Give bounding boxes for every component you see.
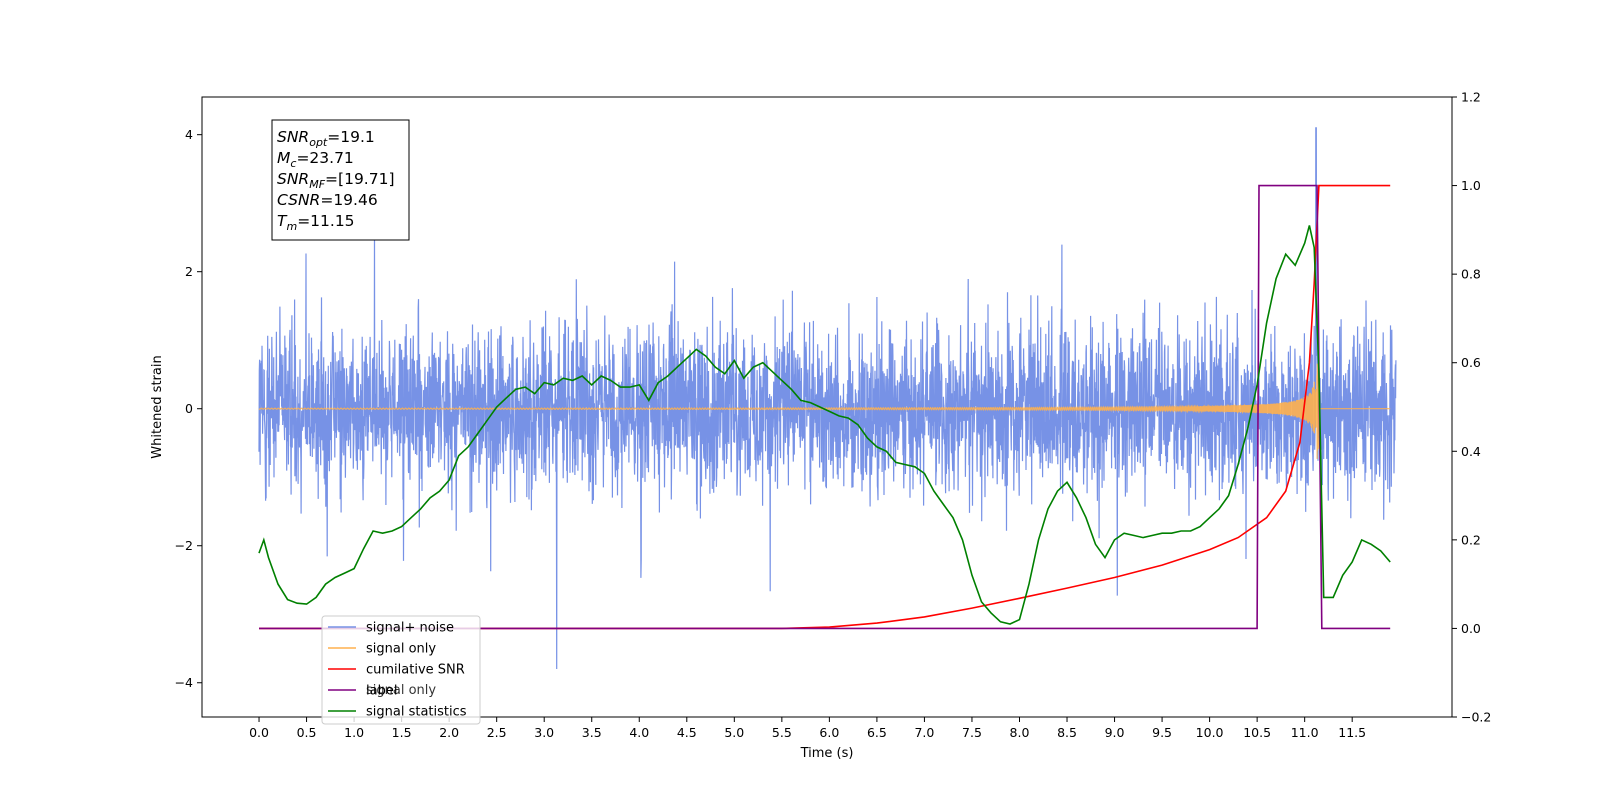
legend-label: signal statistics bbox=[366, 705, 467, 720]
y-axis-left: 4 2 0 −2 −4 bbox=[175, 127, 202, 690]
annotation-subscript: opt bbox=[309, 136, 328, 149]
annotation-symbol: SNR bbox=[277, 170, 309, 188]
legend-label: signal only bbox=[366, 642, 436, 657]
annotation-frame bbox=[271, 119, 410, 241]
series-labelline bbox=[259, 184, 1391, 630]
x-tick-label: 9.0 bbox=[1105, 725, 1125, 740]
x-tick-label: 8.0 bbox=[1010, 725, 1030, 740]
plot-area bbox=[258, 127, 1397, 670]
y2-tick-label: 0.8 bbox=[1461, 267, 1481, 282]
y-tick-label: −4 bbox=[175, 675, 193, 690]
annotation-line: Tm=11.15 bbox=[277, 212, 355, 233]
y-axis-right: 1.2 1.0 0.8 0.6 0.4 0.2 0.0 −0.2 bbox=[1452, 90, 1491, 725]
y2-tick-label: −0.2 bbox=[1461, 710, 1491, 725]
annotation-line: SNRMF=[19.71] bbox=[277, 170, 395, 191]
legend-label: signal+ noise bbox=[366, 621, 454, 636]
axes-frame bbox=[201, 96, 1453, 718]
x-tick-label: 7.0 bbox=[914, 725, 934, 740]
y2-tick-label: 1.0 bbox=[1461, 178, 1481, 193]
annotation-value: =23.71 bbox=[296, 149, 353, 167]
x-axis-label: Time (s) bbox=[800, 746, 854, 761]
x-tick-label: 3.0 bbox=[534, 725, 554, 740]
y-tick-label: 4 bbox=[185, 127, 193, 142]
x-tick-label: 10.5 bbox=[1243, 725, 1271, 740]
x-tick-label: 3.5 bbox=[582, 725, 602, 740]
metrics-annotation-box: SNRopt=19.1Mc=23.71SNRMF=[19.71]CSNR=19.… bbox=[271, 119, 410, 241]
annotation-symbol: CSNR bbox=[277, 191, 320, 209]
annotation-line: Mc=23.71 bbox=[277, 149, 354, 170]
x-tick-label: 6.0 bbox=[819, 725, 839, 740]
x-tick-label: 6.5 bbox=[867, 725, 887, 740]
x-tick-label: 9.5 bbox=[1152, 725, 1172, 740]
legend-label: label bbox=[366, 684, 397, 699]
y-axis-label: Whitened strain bbox=[150, 355, 165, 458]
annotation-value: =11.15 bbox=[297, 212, 354, 230]
x-tick-label: 5.5 bbox=[772, 725, 792, 740]
y-tick-label: 2 bbox=[185, 264, 193, 279]
y-tick-label: 0 bbox=[185, 401, 193, 416]
x-tick-label: 1.0 bbox=[344, 725, 364, 740]
annotation-subscript: c bbox=[290, 157, 296, 170]
annotation-value: =[19.71] bbox=[325, 170, 394, 188]
series-signal-statisticsline bbox=[258, 225, 1391, 625]
series-cumilative-snrline bbox=[259, 184, 1391, 630]
y2-tick-label: 0.6 bbox=[1461, 355, 1481, 370]
legend-label: cumilative SNR bbox=[366, 663, 465, 678]
y2-tick-label: 0.0 bbox=[1461, 621, 1481, 636]
annotation-line: CSNR=19.46 bbox=[277, 191, 378, 209]
y2-tick-label: 1.2 bbox=[1461, 90, 1481, 105]
x-tick-label: 5.0 bbox=[724, 725, 744, 740]
x-tick-label: 7.5 bbox=[962, 725, 982, 740]
x-tick-label: 10.0 bbox=[1196, 725, 1224, 740]
x-tick-label: 8.5 bbox=[1057, 725, 1077, 740]
x-tick-label: 1.5 bbox=[392, 725, 412, 740]
x-tick-label: 0.0 bbox=[249, 725, 269, 740]
x-tick-label: 4.0 bbox=[629, 725, 649, 740]
x-tick-label: 0.5 bbox=[297, 725, 317, 740]
legend-overlap-text: signal only bbox=[366, 683, 436, 698]
legend: signal only signal+ noise signal only cumil… bbox=[321, 615, 481, 725]
x-tick-label: 2.0 bbox=[439, 725, 459, 740]
annotation-subscript: m bbox=[286, 220, 297, 233]
annotation-symbol: SNR bbox=[277, 128, 309, 146]
annotation-subscript: MF bbox=[309, 178, 325, 191]
annotation-symbol: M bbox=[277, 149, 290, 167]
series-signal-noise-line bbox=[258, 127, 1397, 670]
legend-frame bbox=[321, 615, 481, 725]
y-tick-label: −2 bbox=[175, 538, 193, 553]
x-tick-label: 4.5 bbox=[677, 725, 697, 740]
x-tick-label: 11.0 bbox=[1291, 725, 1319, 740]
y2-tick-label: 0.4 bbox=[1461, 444, 1481, 459]
annotation-value: =19.1 bbox=[327, 128, 375, 146]
annotation-line: SNRopt=19.1 bbox=[277, 128, 375, 149]
x-axis: 0.0 0.5 1.0 1.5 2.0 2.5 3.0 3.5 4.0 4.5 5.0 5.5 6.0 6… bbox=[249, 717, 1366, 740]
annotation-symbol: T bbox=[277, 212, 288, 230]
x-tick-label: 2.5 bbox=[487, 725, 507, 740]
y2-tick-label: 0.2 bbox=[1461, 532, 1481, 547]
annotation-value: =19.46 bbox=[320, 191, 377, 209]
x-tick-label: 11.5 bbox=[1338, 725, 1366, 740]
